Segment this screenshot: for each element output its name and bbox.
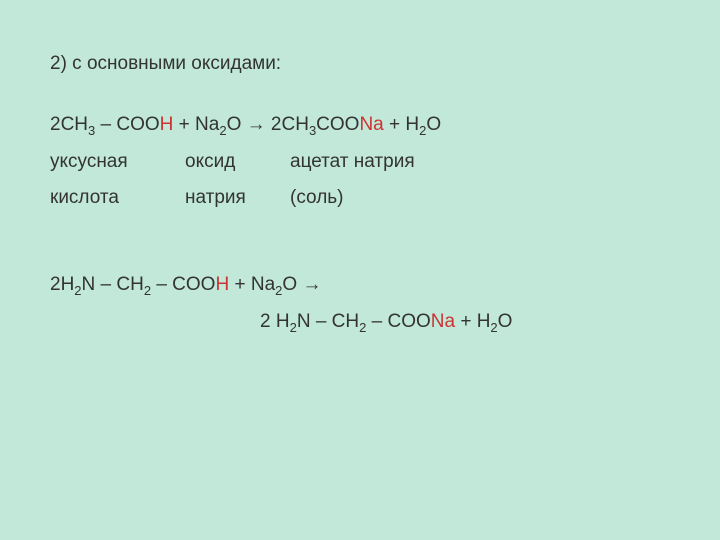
label-r2c2: натрия — [185, 184, 290, 213]
title-text: 2) с основными оксидами: — [50, 53, 281, 74]
eq3-p2: N – CH — [297, 311, 359, 332]
label-r2c3: (соль) — [290, 184, 670, 213]
eq1-sub2: 2 — [219, 122, 226, 137]
eq1-hl-na: Na — [359, 114, 383, 135]
label-r1c2: оксид — [185, 148, 290, 177]
section-title: 2) с основными оксидами: — [50, 50, 670, 79]
eq1-p6: + H — [384, 114, 419, 135]
eq3-p5: O — [498, 311, 513, 332]
eq2-sub1: 2 — [74, 283, 81, 298]
labels-row-1: уксусная оксид ацетат натрия — [50, 148, 670, 177]
label-r2c1: кислота — [50, 184, 185, 213]
eq1-p1: 2CH — [50, 114, 88, 135]
eq1-p4: O → 2CH — [227, 114, 309, 135]
label-r1c3: ацетат натрия — [290, 148, 670, 177]
equation-3: 2 H2N – CH2 – COONa + H2O — [50, 308, 670, 337]
equation-1: 2CH3 – COOH + Na2O → 2CH3COONa + H2O — [50, 111, 670, 140]
eq3-hl-na: Na — [431, 311, 455, 332]
eq3-sub1: 2 — [290, 320, 297, 335]
eq1-p7: O — [426, 114, 441, 135]
eq1-p2: – COO — [95, 114, 159, 135]
eq2-p2: N – CH — [82, 274, 144, 295]
equation-2: 2H2N – CH2 – COOH + Na2O → — [50, 271, 670, 300]
eq2-p3: – COO — [151, 274, 215, 295]
eq3-p4: + H — [455, 311, 490, 332]
eq3-p1: 2 H — [260, 311, 290, 332]
eq3-sub3: 2 — [490, 320, 497, 335]
eq3-p3: – COO — [366, 311, 430, 332]
eq1-p3: + Na — [173, 114, 219, 135]
eq2-p4: + Na — [229, 274, 275, 295]
eq2-p5: O → — [282, 274, 321, 295]
eq2-p1: 2H — [50, 274, 74, 295]
eq1-p5: COO — [316, 114, 359, 135]
eq2-hl-h: H — [215, 274, 229, 295]
label-r1c1: уксусная — [50, 148, 185, 177]
eq2-sub2: 2 — [144, 283, 151, 298]
eq1-hl-h: H — [160, 114, 174, 135]
labels-row-2: кислота натрия (соль) — [50, 184, 670, 213]
